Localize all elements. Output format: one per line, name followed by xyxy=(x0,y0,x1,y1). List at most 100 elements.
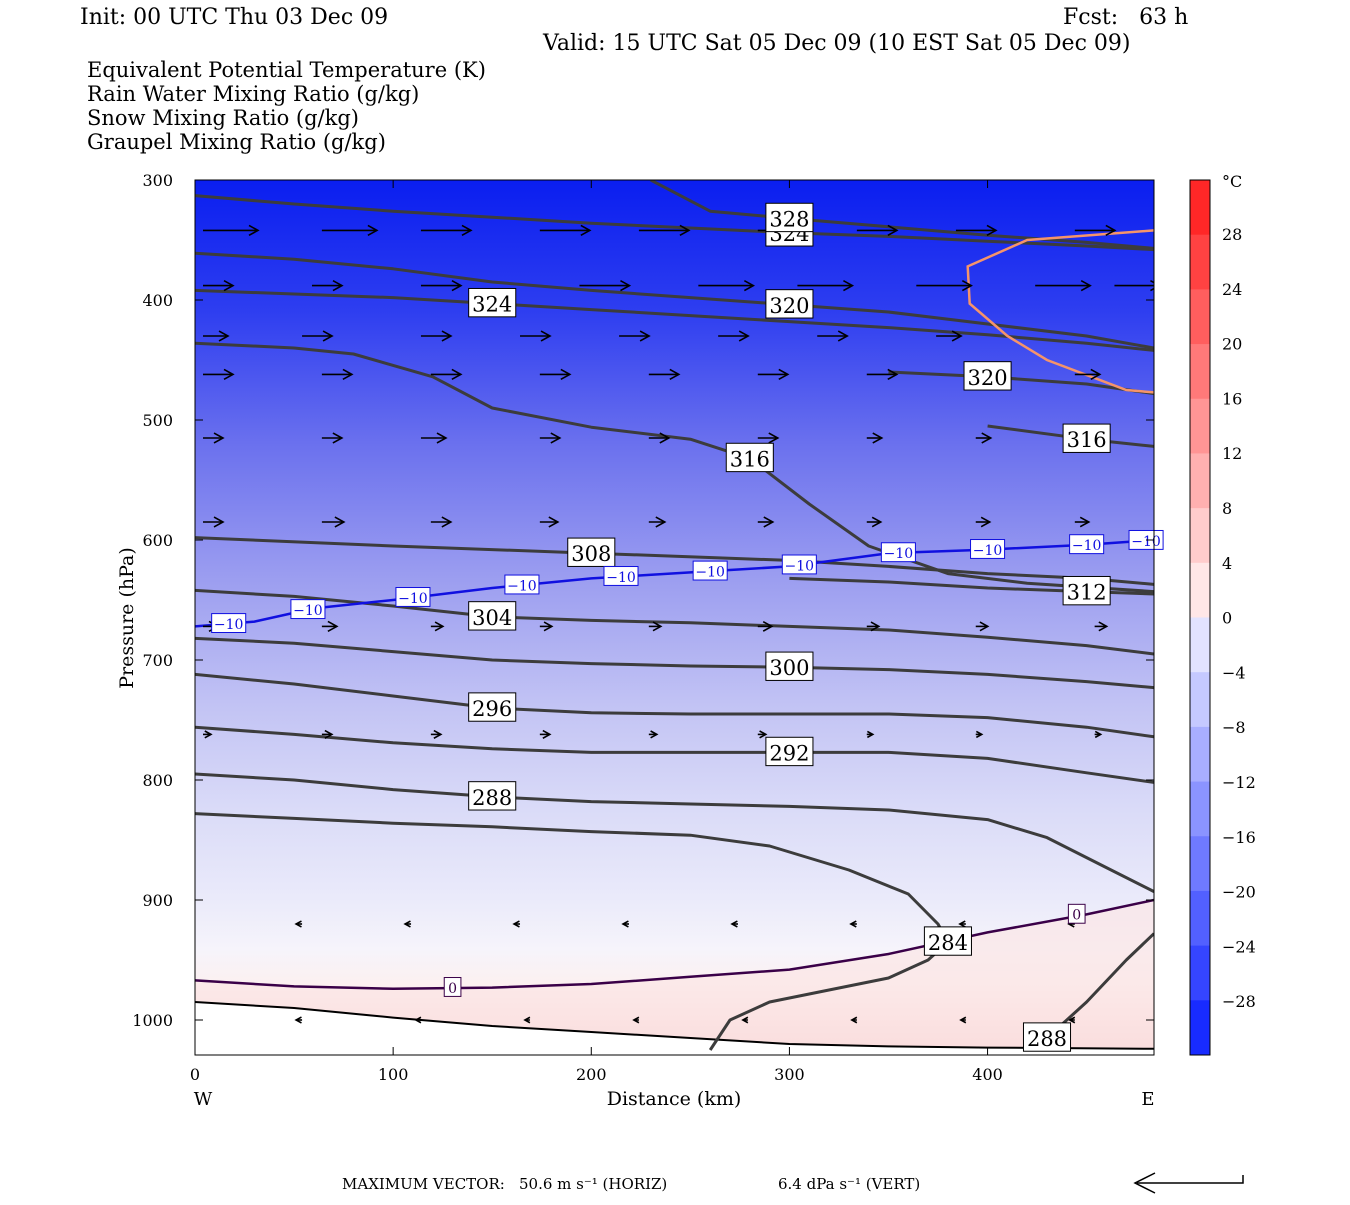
wind-vector-head xyxy=(730,920,738,928)
colorbar-segment xyxy=(1190,508,1210,564)
wind-vector-head xyxy=(434,621,445,632)
theta-e-contour-292 xyxy=(195,725,1154,784)
theta-e-label-288: 288 xyxy=(1027,1027,1067,1051)
wind-vector-head xyxy=(778,368,790,381)
colorbar-segment xyxy=(1190,945,1210,1001)
isotherm-label-minus-ten-5: −10 xyxy=(695,565,725,581)
wind-vector-head xyxy=(414,1016,422,1024)
colorbar-frame xyxy=(1189,179,1211,1056)
terrain-fill xyxy=(195,1002,1154,1055)
theta-e-label-328-box xyxy=(765,202,814,233)
y-tick-label: 300 xyxy=(142,171,173,190)
wind-vector-head xyxy=(560,368,572,381)
y-tick-label: 600 xyxy=(142,531,173,550)
isotherm-label-minus-ten-10: −10 xyxy=(1131,534,1161,550)
wind-vector-head xyxy=(327,620,339,633)
colorbar-segment xyxy=(1190,836,1210,892)
wind-vector-head xyxy=(759,730,768,739)
colorbar-segment xyxy=(1190,781,1210,837)
theta-e-label-292: 292 xyxy=(769,741,809,765)
wind-vector-head xyxy=(542,729,552,739)
wind-vector-head xyxy=(951,330,963,342)
wind-vector-head xyxy=(204,730,213,739)
wind-vector-head xyxy=(543,621,554,632)
isotherm-zero xyxy=(195,898,1154,991)
wind-vector-head xyxy=(762,620,774,632)
wind-vector-head xyxy=(650,730,659,739)
colorbar-segment xyxy=(1190,672,1210,728)
theta-e-label-284-box xyxy=(923,926,972,956)
x-tick-label: 400 xyxy=(972,1065,1003,1084)
colorbar-segment xyxy=(1190,562,1210,618)
wind-vector-head xyxy=(580,224,592,237)
isotherm-label-zero-b: 0 xyxy=(1072,908,1081,924)
plot-frame xyxy=(194,179,1155,1056)
theta-e-contour-320 xyxy=(195,251,1154,350)
colorbar-tick-label: −28 xyxy=(1222,992,1256,1011)
wind-vector-head xyxy=(871,516,883,528)
isotherm-label-minus-ten-3: −10 xyxy=(507,578,537,594)
isotherm-label-minus-ten-7-box xyxy=(880,542,916,563)
y-axis-title: Pressure (hPa) xyxy=(116,547,138,689)
isotherm-label-minus-ten-3-box xyxy=(504,574,540,595)
wind-vector-head xyxy=(679,224,691,237)
isotherm-label-minus-ten-4-box xyxy=(603,566,639,586)
wind-vector-head xyxy=(669,368,681,381)
wind-vector-head xyxy=(768,432,780,444)
y-tick-label: 400 xyxy=(142,291,173,310)
isotherm-label-minus-ten-4: −10 xyxy=(606,570,636,586)
wind-vector-head xyxy=(743,279,756,292)
wind-vector-head xyxy=(540,330,552,342)
colorbar-segment xyxy=(1190,180,1210,236)
wind-vector-head xyxy=(1105,224,1117,237)
wind-vector-head xyxy=(324,729,334,739)
wind-vector-head xyxy=(639,330,651,342)
theta-e-label-320: 320 xyxy=(769,294,809,318)
wind-vector-head xyxy=(620,279,632,292)
wind-vector-head xyxy=(1068,1016,1076,1024)
colorbar-tick-label: −24 xyxy=(1222,937,1256,956)
wind-vector-head xyxy=(548,516,560,528)
theta-e-label-316-box xyxy=(1062,423,1111,453)
wind-vector-head xyxy=(887,224,899,237)
wind-vector-head xyxy=(294,920,302,928)
wind-vector-head xyxy=(451,368,463,381)
wind-vector-head xyxy=(342,368,354,381)
isotherm-label-minus-ten-1: −10 xyxy=(293,603,323,619)
wind-vector-head xyxy=(961,279,973,292)
y-tick-label: 900 xyxy=(142,891,173,910)
y-tick-label: 800 xyxy=(142,771,173,790)
wind-vector-head xyxy=(461,224,473,237)
east-label: E xyxy=(1141,1089,1154,1110)
theta-e-label-304: 304 xyxy=(472,606,512,630)
colorbar-tick-label: −20 xyxy=(1222,883,1256,902)
isotherm-label-minus-ten-8-box xyxy=(970,539,1006,559)
colorbar-tick-label: −16 xyxy=(1222,828,1256,847)
colorbar-tick-label: 4 xyxy=(1222,554,1232,573)
wind-vector-head xyxy=(1150,279,1154,292)
wind-vector-head xyxy=(979,621,990,632)
colorbar-segment xyxy=(1190,1000,1210,1056)
wind-vector-head xyxy=(621,920,629,928)
theta-e-label-312: 312 xyxy=(1067,581,1107,605)
wind-vector-head xyxy=(843,279,855,292)
max-vector-vert: 6.4 dPa s⁻¹ (VERT) xyxy=(778,1175,921,1193)
wind-vector-head xyxy=(322,330,334,342)
snow-mixing-ratio-contour xyxy=(966,229,1154,394)
legend-theta-e: Equivalent Potential Temperature (K) xyxy=(87,58,486,82)
theta-e-label-296-box xyxy=(468,692,517,722)
colorbar-tick-label: −4 xyxy=(1222,663,1246,682)
temperature-shading xyxy=(195,180,1154,1055)
isotherm-label-zero-a-box xyxy=(443,977,462,997)
theta-e-contour-324 xyxy=(195,288,1154,352)
colorbar-tick-label: −12 xyxy=(1222,773,1256,792)
legend-snow: Snow Mixing Ratio (g/kg) xyxy=(87,106,359,130)
theta-e-label-288-box xyxy=(468,781,517,811)
legend-rain: Rain Water Mixing Ratio (g/kg) xyxy=(87,82,420,106)
init-time: Init: 00 UTC Thu 03 Dec 09 xyxy=(80,5,389,30)
forecast-hour: Fcst: 63 h xyxy=(1063,5,1189,30)
isotherm-label-minus-ten-0: −10 xyxy=(214,617,244,633)
wind-vector-head xyxy=(433,729,443,739)
isotherm-label-minus-ten-1-box xyxy=(290,599,326,620)
isotherm-label-minus-ten-2: −10 xyxy=(398,591,428,607)
